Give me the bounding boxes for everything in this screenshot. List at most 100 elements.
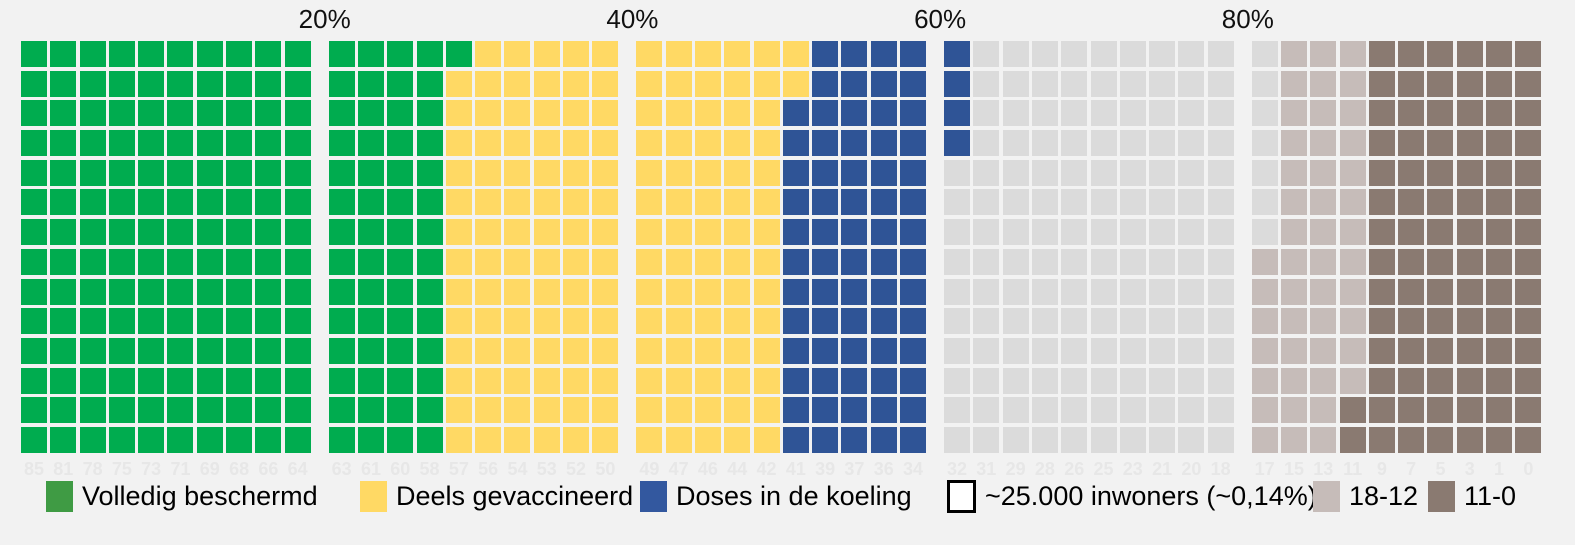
waffle-square bbox=[1119, 308, 1146, 335]
waffle-square bbox=[900, 278, 927, 305]
waffle-square bbox=[1456, 308, 1483, 335]
waffle-square bbox=[973, 397, 1000, 424]
waffle-square bbox=[1002, 337, 1029, 364]
waffle-square bbox=[255, 397, 282, 424]
waffle-square bbox=[167, 337, 194, 364]
waffle-square bbox=[1515, 159, 1542, 186]
waffle-square bbox=[255, 308, 282, 335]
waffle-square bbox=[1090, 41, 1117, 67]
waffle-square bbox=[445, 41, 472, 67]
waffle-square bbox=[1149, 100, 1176, 127]
waffle-square bbox=[1178, 337, 1205, 364]
waffle-square bbox=[1149, 308, 1176, 335]
waffle-square bbox=[724, 337, 751, 364]
waffle-square bbox=[973, 189, 1000, 216]
waffle-square bbox=[1090, 189, 1117, 216]
column-age-label: 29 bbox=[1005, 458, 1026, 479]
column-age-label: 44 bbox=[727, 458, 748, 479]
waffle-square bbox=[167, 278, 194, 305]
waffle-square bbox=[1178, 397, 1205, 424]
waffle-square bbox=[416, 278, 443, 305]
waffle-square bbox=[782, 278, 809, 305]
waffle-square bbox=[900, 248, 927, 275]
waffle-square bbox=[665, 219, 692, 246]
waffle-square bbox=[284, 308, 311, 335]
column-age-label: 47 bbox=[668, 458, 689, 479]
legend-swatch-inwoners-eenheid bbox=[947, 479, 976, 513]
waffle-square bbox=[1486, 130, 1513, 157]
waffle-square bbox=[167, 426, 194, 453]
waffle-square bbox=[416, 159, 443, 186]
waffle-square bbox=[724, 41, 751, 67]
waffle-square bbox=[1119, 70, 1146, 97]
waffle-square bbox=[973, 367, 1000, 394]
waffle-square bbox=[900, 130, 927, 157]
waffle-square bbox=[533, 367, 560, 394]
waffle-square bbox=[1280, 100, 1307, 127]
waffle-square bbox=[812, 100, 839, 127]
waffle-square bbox=[1090, 159, 1117, 186]
waffle-square bbox=[1178, 130, 1205, 157]
waffle-square bbox=[108, 189, 135, 216]
waffle-square bbox=[416, 248, 443, 275]
waffle-square bbox=[1427, 41, 1454, 67]
waffle-square bbox=[1207, 159, 1234, 186]
waffle-square bbox=[1207, 41, 1234, 67]
waffle-square bbox=[1031, 397, 1058, 424]
waffle-square bbox=[753, 100, 780, 127]
waffle-square bbox=[1149, 397, 1176, 424]
waffle-square bbox=[1178, 41, 1205, 67]
waffle-square bbox=[226, 130, 253, 157]
waffle-square bbox=[1119, 159, 1146, 186]
waffle-square bbox=[196, 278, 223, 305]
waffle-square bbox=[1515, 130, 1542, 157]
waffle-square bbox=[1178, 219, 1205, 246]
waffle-square bbox=[167, 367, 194, 394]
waffle-square bbox=[50, 397, 77, 424]
waffle-square bbox=[870, 278, 897, 305]
waffle-square bbox=[21, 100, 47, 127]
waffle-square bbox=[475, 159, 502, 186]
waffle-square bbox=[1280, 397, 1307, 424]
waffle-square bbox=[357, 278, 384, 305]
waffle-square bbox=[533, 426, 560, 453]
waffle-square bbox=[563, 130, 590, 157]
waffle-square bbox=[108, 397, 135, 424]
waffle-square bbox=[1456, 159, 1483, 186]
waffle-square bbox=[79, 278, 106, 305]
column-age-labels: 17 15 13 11 9 7 5 3 1 0 bbox=[1252, 460, 1542, 478]
waffle-square bbox=[1310, 219, 1337, 246]
waffle-square bbox=[445, 367, 472, 394]
waffle-square bbox=[841, 278, 868, 305]
waffle-square bbox=[636, 189, 663, 216]
waffle-square bbox=[167, 248, 194, 275]
waffle-square bbox=[284, 41, 311, 67]
waffle-square bbox=[533, 70, 560, 97]
waffle-square bbox=[592, 189, 619, 216]
waffle-square bbox=[782, 130, 809, 157]
waffle-square bbox=[533, 189, 560, 216]
waffle-square bbox=[1031, 100, 1058, 127]
waffle-square bbox=[21, 219, 47, 246]
waffle-square bbox=[1002, 308, 1029, 335]
waffle-square bbox=[1280, 219, 1307, 246]
waffle-square bbox=[1515, 337, 1542, 364]
column-age-label: 0 bbox=[1523, 458, 1534, 479]
waffle-square bbox=[1280, 337, 1307, 364]
waffle-square bbox=[445, 100, 472, 127]
waffle-square bbox=[753, 426, 780, 453]
waffle-square bbox=[533, 397, 560, 424]
waffle-square bbox=[1368, 278, 1395, 305]
legend-swatch-18-12 bbox=[1313, 480, 1340, 512]
waffle-square bbox=[387, 159, 414, 186]
waffle-square bbox=[812, 130, 839, 157]
waffle-square bbox=[50, 70, 77, 97]
waffle-square bbox=[445, 397, 472, 424]
waffle-square bbox=[1061, 219, 1088, 246]
waffle-square bbox=[108, 159, 135, 186]
waffle-square bbox=[973, 100, 1000, 127]
waffle-square bbox=[1398, 70, 1425, 97]
waffle-square bbox=[812, 70, 839, 97]
waffle-square bbox=[387, 278, 414, 305]
waffle-square bbox=[1515, 41, 1542, 67]
